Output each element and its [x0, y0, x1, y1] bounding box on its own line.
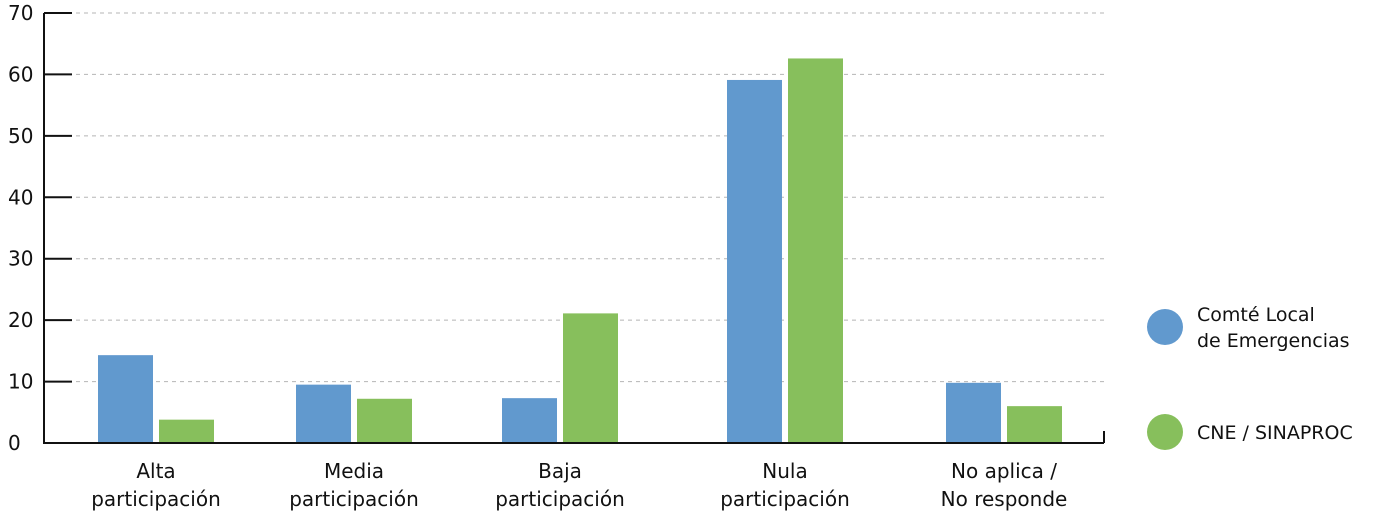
bar — [502, 398, 557, 443]
legend-label: CNE / SINAPROC — [1197, 422, 1353, 444]
x-category-label-line: Baja — [538, 459, 582, 483]
gridlines — [44, 12, 1104, 383]
x-category-label: Alta participación — [91, 459, 221, 511]
bar — [563, 313, 618, 443]
x-category-label: No aplica / No responde — [941, 459, 1068, 511]
bar — [788, 58, 843, 443]
x-category-label-line: participación — [495, 487, 625, 511]
bar — [1007, 406, 1062, 443]
bar — [296, 384, 351, 443]
legend-swatch — [1147, 414, 1183, 450]
x-category-label: Nula participación — [720, 459, 850, 511]
x-category-label-line: participación — [91, 487, 221, 511]
legend-swatch — [1147, 309, 1183, 345]
y-axis-ticks: 0 10 20 30 40 50 60 70 — [8, 1, 72, 455]
x-category-label-line: No responde — [941, 487, 1068, 511]
x-category-label-line: Nula — [762, 459, 807, 483]
y-tick-label: 30 — [8, 247, 33, 271]
bar — [159, 419, 214, 443]
x-category-label-line: No aplica / — [951, 459, 1057, 483]
y-tick-label: 70 — [8, 1, 33, 25]
y-tick-label: 40 — [8, 185, 33, 209]
x-category-label-line: Media — [324, 459, 384, 483]
y-tick-label: 20 — [8, 308, 33, 332]
x-axis-categories: Alta participación Media participación Baja p… — [91, 459, 1067, 511]
x-category-label-line: participación — [289, 487, 419, 511]
bar — [357, 398, 412, 443]
bar — [946, 382, 1001, 443]
x-category-label: Media participación — [289, 459, 419, 511]
legend-label: Comté Local de Emergencias — [1197, 304, 1350, 352]
bar — [727, 79, 782, 443]
legend-label-line: Comté Local — [1197, 304, 1315, 326]
y-tick-label: 0 — [8, 431, 21, 455]
x-category-label-line: participación — [720, 487, 850, 511]
legend: Comté Local de Emergencias CNE / SINAPROC — [1147, 304, 1353, 450]
x-category-label-line: Alta — [136, 459, 175, 483]
legend-label-line: CNE / SINAPROC — [1197, 422, 1353, 444]
x-category-label: Baja participación — [495, 459, 625, 511]
y-tick-label: 10 — [8, 370, 33, 394]
bar — [98, 355, 153, 443]
legend-label-line: de Emergencias — [1197, 330, 1350, 352]
bars — [98, 58, 1062, 443]
y-tick-label: 50 — [8, 124, 33, 148]
axes — [43, 13, 1105, 444]
y-tick-label: 60 — [8, 62, 33, 86]
